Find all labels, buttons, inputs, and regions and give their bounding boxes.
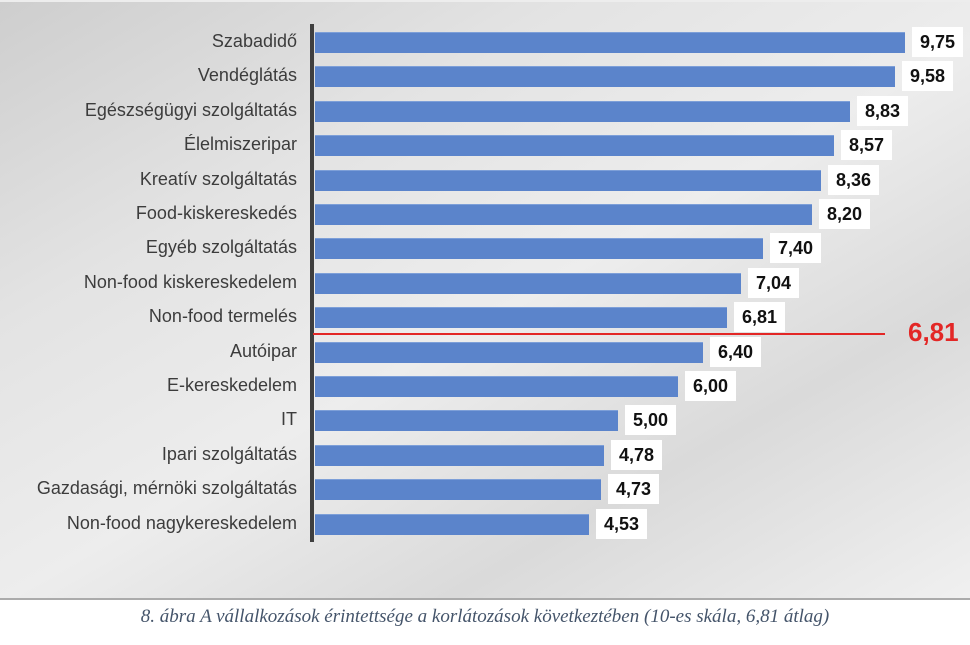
value-label: 7,40 [770,233,822,264]
value-label: 4,73 [608,474,660,505]
bar [315,272,741,294]
value-label: 8,20 [819,199,871,229]
category-label: Szabadidő [211,31,297,51]
value-label: 6,00 [685,371,737,401]
category-label: Ipari szolgáltatás [161,443,297,464]
value-label: 8,83 [857,95,909,126]
bar [315,66,895,88]
category-label: E-kereskedelem [166,375,297,395]
bar [315,32,905,53]
value-label: 8,36 [828,164,880,195]
value-label: 4,53 [596,508,648,539]
bar [315,238,763,260]
category-label: Kreatív szolgáltatás [139,168,297,189]
bar [315,307,727,329]
category-label: Élelmiszeripar [183,134,297,155]
average-line [313,333,885,335]
value-label: 8,57 [841,130,893,161]
value-label: 4,78 [611,439,663,470]
bar [315,100,850,122]
category-label: Vendéglátás [197,65,297,86]
bar [315,135,834,157]
bar [315,204,812,225]
value-label: 6,81 [734,302,786,333]
average-value-label: 6,81 [908,317,959,347]
category-label: Food-kiskereskedés [135,203,297,223]
bar [315,479,601,501]
category-label: Gazdasági, mérnöki szolgáltatás [36,478,297,499]
bar [315,410,618,432]
category-label: Non-food nagykereskedelem [66,512,297,533]
bar [315,444,604,466]
category-label: Autóipar [229,340,297,361]
figure-caption: 8. ábra A vállalkozások érintettsége a k… [140,606,830,627]
category-label: Egyéb szolgáltatás [145,237,297,258]
category-axis-line [310,24,314,542]
category-label: Egészségügyi szolgáltatás [84,99,297,120]
category-label: IT [281,409,297,430]
bar [315,169,821,191]
category-label: Non-food kiskereskedelem [83,271,297,292]
value-label: 9,58 [902,61,954,92]
bar-chart-panel: Szabadidő 9,75 Vendéglátás 9,58 Egészségügyi… [0,0,970,600]
value-label: 5,00 [625,405,677,436]
value-label: 7,04 [748,267,800,298]
bar [315,376,678,397]
value-label: 9,75 [912,27,964,57]
bar [315,341,703,363]
category-label: Non-food termelés [148,306,297,327]
value-label: 6,40 [710,336,762,367]
bar [315,513,589,535]
